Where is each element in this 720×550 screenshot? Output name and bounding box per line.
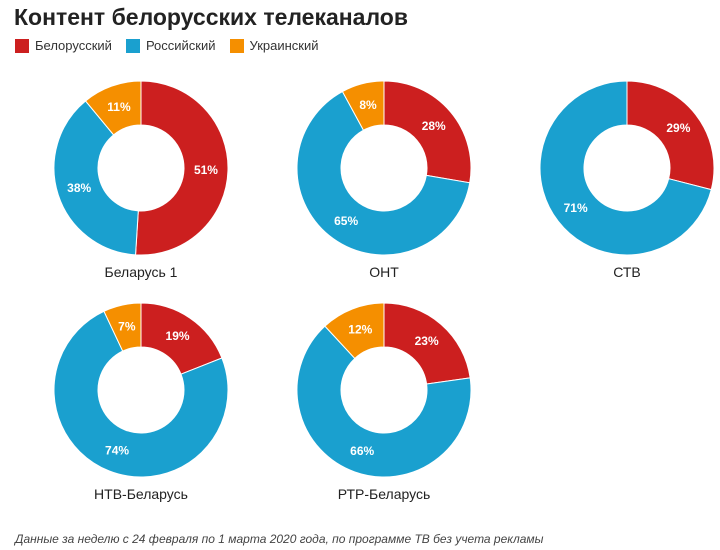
donut-chart-2: 28% 65% 8% ОНТ xyxy=(296,80,472,280)
chart-title: СТВ xyxy=(613,264,641,280)
slice-российский[interactable] xyxy=(296,325,472,478)
legend-label-belarusian: Белорусский xyxy=(35,38,112,53)
slice-label-белорусский: 29% xyxy=(666,121,690,135)
slice-украинский[interactable] xyxy=(324,302,385,360)
donut-chart-4: 19% 74% 7% НТВ-Беларусь xyxy=(53,302,229,502)
legend-label-ukrainian: Украинский xyxy=(249,38,319,53)
slice-российский[interactable] xyxy=(53,310,229,478)
slice-label-белорусский: 51% xyxy=(194,163,218,177)
slice-белорусский[interactable] xyxy=(383,80,472,184)
slice-российский[interactable] xyxy=(53,100,139,256)
legend-swatch-belarusian xyxy=(15,38,29,53)
legend-swatch-ukrainian xyxy=(229,38,244,53)
chart-title: ОНТ xyxy=(369,264,399,280)
donut-charts: 51% 38% 11% Беларусь 1 28% 65% 8% ОНТ 29% 71% СТВ 1… xyxy=(53,80,715,502)
slice-белорусский[interactable] xyxy=(626,80,715,191)
slice-label-украинский: 12% xyxy=(348,322,372,336)
slice-label-российский: 71% xyxy=(564,201,588,215)
footnote: Данные за неделю с 24 февраля по 1 марта… xyxy=(15,532,544,546)
legend: Белорусский Российский Украинский xyxy=(15,38,333,53)
legend-label-russian: Российский xyxy=(145,38,216,53)
legend-item-russian[interactable]: Российский xyxy=(125,38,216,53)
slice-украинский[interactable] xyxy=(103,302,142,352)
slice-label-белорусский: 23% xyxy=(415,334,439,348)
slice-label-российский: 65% xyxy=(334,214,358,228)
slice-label-белорусский: 19% xyxy=(166,329,190,343)
slice-украинский[interactable] xyxy=(341,80,385,131)
slice-российский[interactable] xyxy=(296,90,471,256)
slice-label-украинский: 7% xyxy=(118,320,136,334)
donut-chart-3: 29% 71% СТВ xyxy=(539,80,715,280)
donut-chart-5: 23% 66% 12% РТР-Беларусь xyxy=(296,302,472,502)
slice-label-российский: 74% xyxy=(105,443,129,457)
slice-белорусский[interactable] xyxy=(135,80,229,256)
slice-label-российский: 66% xyxy=(350,444,374,458)
donut-chart-1: 51% 38% 11% Беларусь 1 xyxy=(53,80,229,280)
page-title: Контент белорусских телеканалов xyxy=(14,4,408,30)
slice-белорусский[interactable] xyxy=(383,302,471,385)
legend-item-belarusian[interactable]: Белорусский xyxy=(15,38,112,53)
chart-title: НТВ-Беларусь xyxy=(94,486,188,502)
chart-title: Беларусь 1 xyxy=(105,264,178,280)
slice-российский[interactable] xyxy=(539,80,712,256)
slice-label-белорусский: 28% xyxy=(422,119,446,133)
legend-swatch-russian xyxy=(125,38,140,53)
slice-label-украинский: 11% xyxy=(107,100,131,114)
slice-label-российский: 38% xyxy=(67,181,91,195)
chart-title: РТР-Беларусь xyxy=(338,486,431,502)
legend-item-ukrainian[interactable]: Украинский xyxy=(229,38,319,53)
slice-украинский[interactable] xyxy=(84,80,142,136)
slice-label-украинский: 8% xyxy=(359,98,377,112)
